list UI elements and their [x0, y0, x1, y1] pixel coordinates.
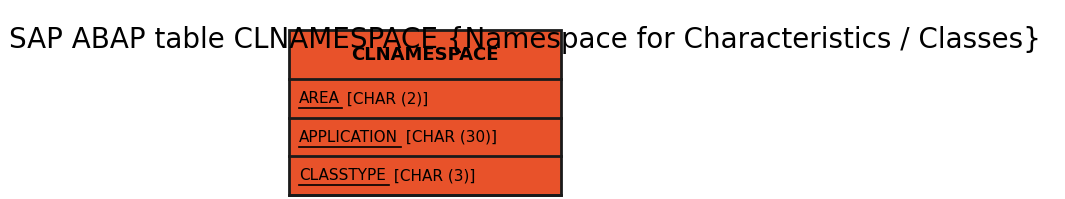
- Text: CLASSTYPE: CLASSTYPE: [299, 168, 387, 183]
- FancyBboxPatch shape: [289, 30, 561, 195]
- Text: APPLICATION: APPLICATION: [299, 130, 398, 145]
- Text: [CHAR (30)]: [CHAR (30)]: [402, 130, 497, 145]
- Text: SAP ABAP table CLNAMESPACE {Namespace for Characteristics / Classes}: SAP ABAP table CLNAMESPACE {Namespace fo…: [9, 26, 1041, 54]
- Text: [CHAR (2)]: [CHAR (2)]: [342, 91, 428, 106]
- Text: AREA: AREA: [299, 91, 341, 106]
- Text: [CHAR (3)]: [CHAR (3)]: [389, 168, 475, 183]
- Text: CLNAMESPACE: CLNAMESPACE: [351, 46, 498, 64]
